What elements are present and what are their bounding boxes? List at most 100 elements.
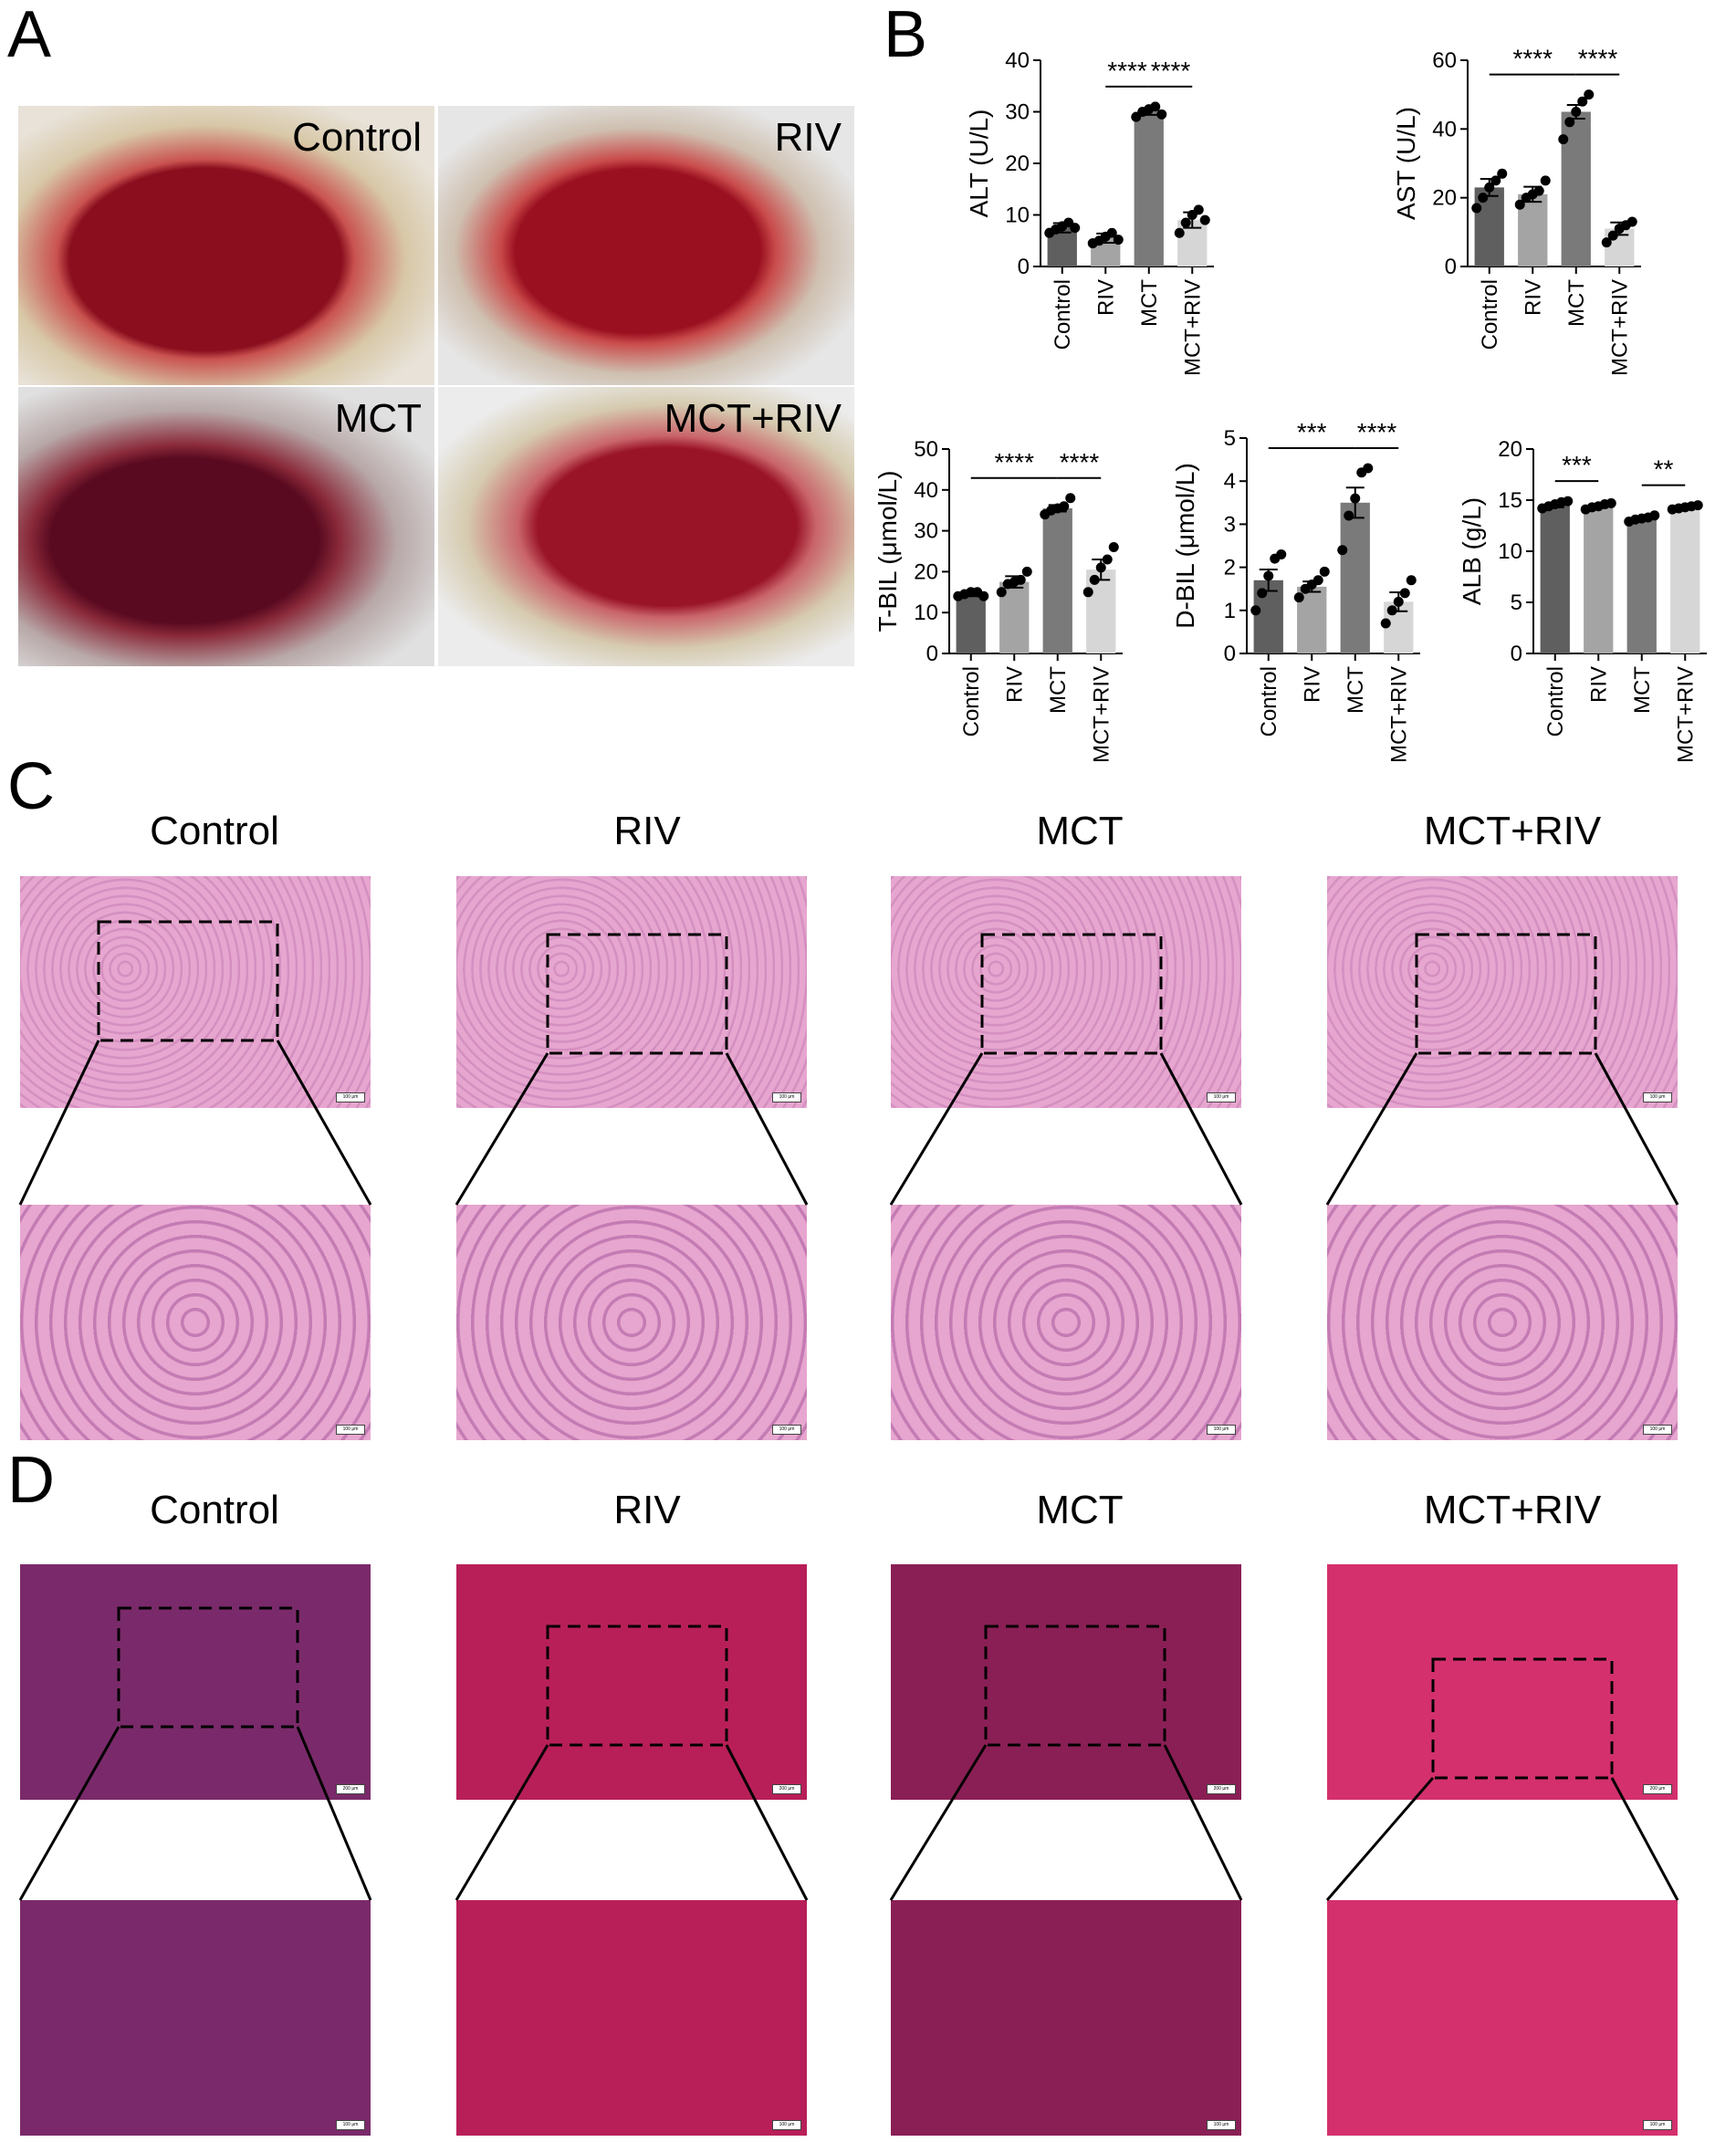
- masson-zoom-micrograph-mct-riv: 100 μm: [1327, 1900, 1678, 2136]
- bar-riv: [1584, 506, 1614, 653]
- y-axis-label: T-BIL (μmol/L): [873, 471, 902, 632]
- x-tick-label: MCT+RIV: [1673, 666, 1698, 763]
- masson-zoom-micrograph-mct: 100 μm: [891, 1900, 1241, 2136]
- scale-bar: 200 μm: [1643, 1784, 1672, 1794]
- data-point: [1106, 227, 1117, 238]
- y-tick-label: 1: [1224, 599, 1236, 623]
- data-point: [1276, 549, 1287, 559]
- data-point: [1584, 89, 1595, 100]
- y-tick-label: 0: [1511, 642, 1522, 666]
- photo-mct-riv: MCT+RIV: [438, 387, 854, 666]
- data-point: [1082, 587, 1093, 598]
- bar-mct: [1340, 502, 1370, 653]
- y-axis-label: ALT (U/L): [965, 110, 993, 218]
- y-tick-label: 4: [1224, 469, 1236, 494]
- data-point: [1577, 96, 1588, 107]
- x-tick-label: Control: [1257, 666, 1281, 737]
- data-point: [1174, 227, 1185, 238]
- data-point: [1193, 204, 1204, 215]
- zoom-line: [725, 1052, 809, 1206]
- data-point: [978, 590, 989, 601]
- he-zoom-micrograph-control: 100 μm: [20, 1205, 371, 1440]
- data-point: [996, 587, 1007, 598]
- zoom-line: [276, 1040, 372, 1206]
- zoom-line: [18, 1726, 120, 1901]
- he-micrograph-mct: 100 μm: [891, 876, 1241, 1108]
- x-tick-label: Control: [959, 666, 984, 737]
- y-tick-label: 20: [914, 559, 938, 584]
- panel-label-a: A: [7, 0, 52, 71]
- x-tick-label: MCT+RIV: [1180, 279, 1205, 376]
- photo-label-mct: MCT: [334, 396, 422, 441]
- y-tick-label: 40: [914, 478, 938, 503]
- y-tick-label: 20: [1432, 186, 1457, 211]
- significance-label: ****: [1060, 448, 1100, 476]
- y-tick-label: 3: [1224, 512, 1236, 537]
- masson-micrograph-mct: 200 μm: [891, 1564, 1241, 1800]
- zoom-line: [889, 1744, 988, 1901]
- data-point: [1380, 618, 1391, 629]
- data-point: [1180, 217, 1191, 228]
- data-point: [1478, 193, 1489, 204]
- masson-zoom-micrograph-control: 100 μm: [20, 1900, 371, 2136]
- he-zoom-micrograph-mct: 100 μm: [891, 1205, 1241, 1440]
- zoom-line: [1325, 1052, 1418, 1206]
- x-tick-label: MCT+RIV: [1607, 279, 1632, 376]
- significance-label: ***: [1562, 451, 1592, 479]
- x-tick-label: RIV: [1586, 666, 1611, 703]
- he-title-mct: MCT: [1036, 809, 1124, 853]
- scale-bar: 100 μm: [1643, 1425, 1672, 1435]
- data-point: [1558, 134, 1569, 145]
- zoom-region-box: [546, 1625, 728, 1747]
- zoom-region-box: [546, 933, 728, 1055]
- y-tick-label: 0: [926, 642, 938, 666]
- photo-label-mct-riv: MCT+RIV: [664, 396, 842, 441]
- data-point: [1089, 574, 1100, 585]
- he-title-control: Control: [150, 809, 279, 853]
- significance-label: ****: [1107, 57, 1147, 85]
- y-tick-label: 5: [1511, 590, 1522, 615]
- y-tick-label: 30: [1005, 100, 1030, 125]
- scale-bar: 100 μm: [772, 2120, 801, 2130]
- data-point: [1393, 596, 1404, 607]
- scale-bar: 100 μm: [336, 2120, 365, 2130]
- he-title-riv: RIV: [613, 809, 681, 853]
- data-point: [1257, 588, 1268, 599]
- data-point: [1113, 235, 1124, 246]
- y-tick-label: 15: [1498, 488, 1522, 513]
- data-point: [1065, 493, 1076, 504]
- he-zoom-micrograph-mct-riv: 100 μm: [1327, 1205, 1678, 1440]
- zoom-line: [1325, 1777, 1435, 1901]
- x-tick-label: MCT: [1344, 666, 1368, 714]
- scale-bar: 100 μm: [336, 1092, 365, 1102]
- data-point: [1564, 117, 1575, 128]
- data-point: [1156, 109, 1167, 120]
- bar-mct: [1626, 518, 1657, 653]
- scale-bar: 100 μm: [1207, 1425, 1236, 1435]
- masson-title-riv: RIV: [613, 1488, 681, 1532]
- data-point: [1293, 592, 1304, 603]
- masson-micrograph-riv: 200 μm: [456, 1564, 807, 1800]
- panel-label-b: B: [884, 0, 928, 71]
- significance-label: ****: [994, 448, 1034, 476]
- y-tick-label: 0: [1445, 255, 1457, 279]
- y-axis-label: AST (U/L): [1392, 107, 1420, 220]
- bar-mct-riv: [1086, 569, 1116, 653]
- data-point: [1199, 214, 1210, 225]
- he-micrograph-riv: 100 μm: [456, 876, 807, 1108]
- zoom-line: [455, 1052, 549, 1206]
- masson-title-control: Control: [150, 1488, 279, 1532]
- photo-label-riv: RIV: [774, 115, 842, 160]
- photo-riv: RIV: [438, 106, 854, 385]
- data-point: [1605, 497, 1616, 508]
- x-tick-label: MCT+RIV: [1386, 666, 1411, 763]
- x-tick-label: MCT: [1137, 279, 1162, 327]
- zoom-line: [455, 1744, 549, 1901]
- data-point: [1021, 566, 1032, 577]
- data-point: [1095, 562, 1106, 573]
- scale-bar: 100 μm: [772, 1425, 801, 1435]
- data-point: [1015, 574, 1026, 585]
- x-tick-label: RIV: [1300, 666, 1324, 703]
- y-tick-label: 10: [1498, 539, 1522, 564]
